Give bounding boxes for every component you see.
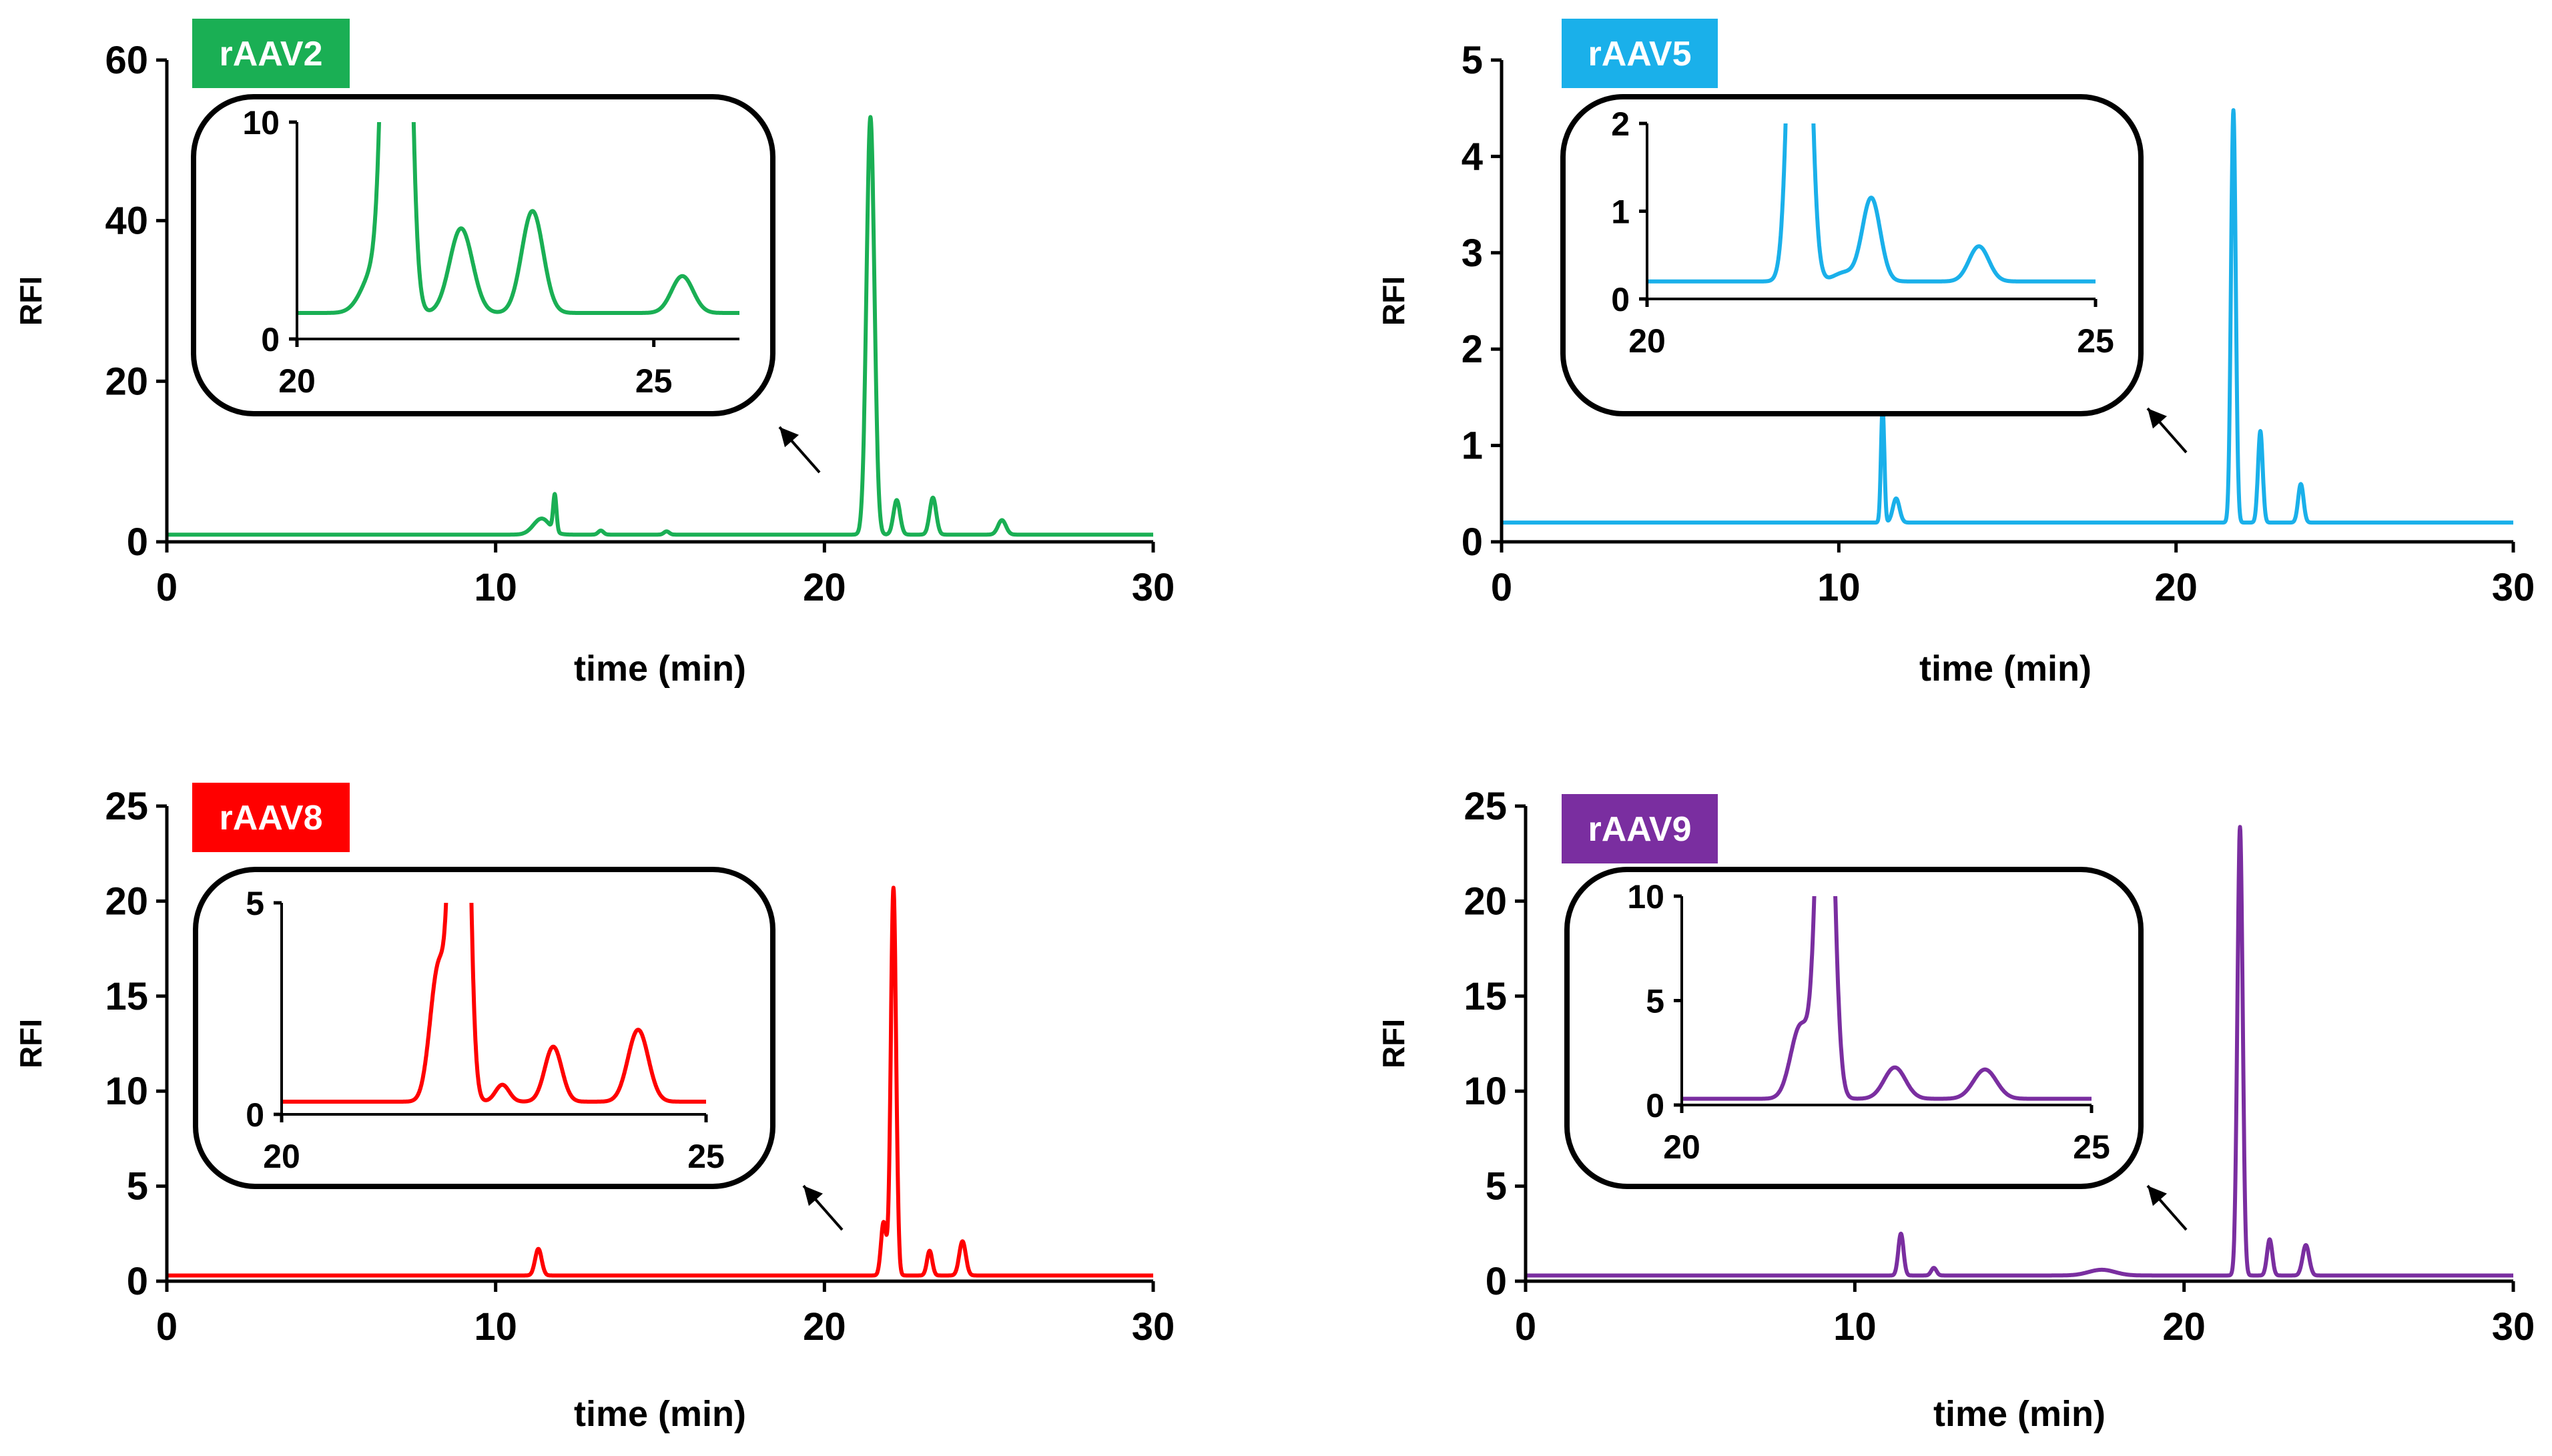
y-tick-label: 0 [127,520,148,564]
y-axis-label: RFI [1376,276,1411,326]
inset-x-tick-label: 20 [278,362,316,400]
x-tick-label: 20 [2154,566,2198,609]
legend-badge [192,19,350,88]
inset-y-tick-label: 0 [1611,281,1630,318]
inset-y-tick-label: 0 [246,1096,264,1134]
pointer-arrow-head [779,427,800,448]
x-tick-label: 10 [1817,566,1861,609]
x-tick-label: 20 [2162,1305,2206,1349]
inset-x-tick-label: 20 [1663,1128,1700,1166]
inset-x-tick-label: 25 [635,362,673,400]
legend-badge-label: rAAV5 [1588,35,1691,73]
y-tick-label: 0 [127,1260,148,1303]
y-axis-label: RFI [13,1019,48,1068]
y-tick-label: 10 [105,1070,148,1113]
inset-rAAV2: 0 10 20 25 [191,94,775,416]
y-tick-label: 60 [105,39,148,82]
y-tick-label: 5 [1462,39,1483,82]
y-tick-label: 5 [1486,1165,1507,1208]
panel-rAAV5: 0 1 2 3 4 5 0 10 20 30 time (min) RFI rAAV5 0 1 2 20 25 [1376,19,2535,689]
y-tick-label: 15 [105,975,148,1018]
x-axis-label: time (min) [574,1394,746,1434]
series-line-rAAV8 [165,885,1155,1278]
y-axis-label: RFI [1376,1019,1411,1068]
inset-x-tick-label: 25 [2073,1128,2110,1166]
inset-y-tick-label: 1 [1611,194,1630,231]
legend-badge-label: rAAV8 [219,799,322,837]
x-tick-label: 30 [1132,566,1175,609]
inset-x-tick-label: 20 [1628,322,1666,360]
y-tick-label: 20 [1464,879,1507,923]
x-tick-label: 0 [156,566,178,609]
x-tick-label: 30 [2492,566,2535,609]
inset-series-line-rAAV8 [282,903,706,1104]
legend-badge [1562,19,1718,88]
y-tick-label: 2 [1462,328,1483,371]
y-tick-label: 10 [1464,1070,1507,1113]
y-tick-label: 25 [105,785,148,828]
pointer-arrow-head [2148,1186,2167,1206]
panel-rAAV8: 0 5 10 15 20 25 0 10 20 30 time (min) RFI rAAV8 0 5 20 2… [13,783,1175,1434]
inset-series-line-rAAV9 [1682,896,2092,1101]
x-tick-label: 0 [156,1305,178,1349]
inset-frame [193,867,775,1189]
y-tick-label: 20 [105,360,148,403]
pointer-arrow-head [804,1186,823,1206]
y-tick-label: 0 [1486,1260,1507,1303]
inset-frame [1564,867,2144,1189]
inset-rAAV9: 0 5 10 20 25 [1564,867,2144,1189]
y-axis-label: RFI [13,276,48,326]
inset-y-tick-label: 0 [1646,1087,1664,1124]
inset-y-tick-label: 5 [1646,983,1664,1020]
inset-rAAV5: 0 1 2 20 25 [1560,94,2144,416]
inset-frame [191,94,775,416]
pointer-arrow-head [2148,408,2167,429]
inset-x-tick-label: 25 [687,1138,725,1175]
inset-y-tick-label: 10 [1627,878,1664,916]
x-tick-label: 10 [474,1305,517,1349]
y-tick-label: 3 [1462,232,1483,275]
inset-y-tick-label: 2 [1611,105,1630,143]
x-axis-label: time (min) [574,649,746,689]
y-tick-label: 0 [1462,520,1483,564]
inset-x-tick-label: 25 [2077,322,2114,360]
series-line-rAAV5 [1500,108,2515,525]
x-tick-label: 0 [1515,1305,1536,1349]
x-axis-label: time (min) [1919,649,2092,689]
series-line-rAAV2 [165,115,1155,537]
y-tick-label: 15 [1464,975,1507,1018]
inset-x-tick-label: 20 [263,1138,300,1175]
y-tick-label: 20 [105,879,148,923]
inset-series-line-rAAV2 [297,122,739,315]
y-tick-label: 40 [105,200,148,243]
y-tick-label: 25 [1464,785,1507,828]
x-tick-label: 10 [1833,1305,1877,1349]
legend-badge [192,783,350,852]
inset-y-tick-label: 0 [261,321,280,358]
y-tick-label: 4 [1462,135,1483,178]
x-tick-label: 0 [1491,566,1512,609]
inset-y-tick-label: 10 [242,104,280,141]
series-line-rAAV9 [1524,825,2515,1278]
x-tick-label: 20 [803,1305,846,1349]
y-tick-label: 5 [127,1165,148,1208]
inset-series-line-rAAV5 [1647,123,2096,284]
legend-badge [1562,794,1718,863]
inset-rAAV8: 0 5 20 25 [193,867,775,1189]
legend-badge-label: rAAV2 [219,35,322,73]
x-tick-label: 30 [1132,1305,1175,1349]
legend-badge-label: rAAV9 [1588,810,1691,849]
x-tick-label: 30 [2492,1305,2535,1349]
inset-frame [1560,94,2144,416]
y-tick-label: 1 [1462,424,1483,468]
panel-rAAV2: 0 20 40 60 0 10 20 30 time (min) RFI rAAV2 0 10 20 25 [13,19,1175,689]
x-axis-label: time (min) [1933,1394,2106,1434]
inset-y-tick-label: 5 [246,885,264,922]
panel-rAAV9: 0 5 10 15 20 25 0 10 20 30 time (min) RFI rAAV9 0 5 10 2… [1376,785,2535,1434]
x-tick-label: 10 [474,566,517,609]
x-tick-label: 20 [803,566,846,609]
